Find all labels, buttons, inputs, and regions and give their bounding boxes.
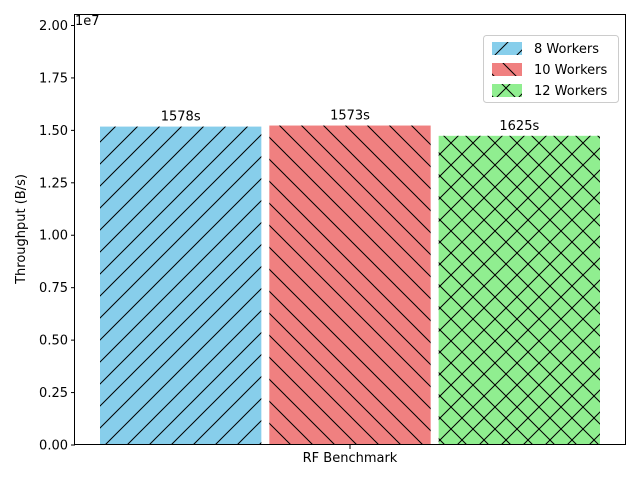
y-tick-label: 1.25: [39, 176, 68, 191]
bar-hatch-10-workers: [269, 125, 431, 445]
y-tick-label: 0.50: [39, 334, 68, 349]
legend-label-10-workers: 10 Workers: [534, 63, 607, 78]
legend-swatch-hatch-10-workers: [492, 63, 522, 76]
y-axis-label: Throughput (B/s): [14, 174, 29, 285]
plot-frame: [74, 14, 626, 445]
y-tick-label: 0.75: [39, 281, 68, 296]
legend-label-12-workers: 12 Workers: [534, 84, 607, 99]
bar-value-label: 1625s: [499, 119, 539, 134]
y-tick-label: 0.00: [39, 439, 68, 454]
bar-value-label: 1573s: [330, 109, 370, 124]
bar-hatch-8-workers: [100, 126, 262, 445]
y-tick-label: 1.00: [39, 229, 68, 244]
legend-swatch-hatch-12-workers: [492, 84, 522, 97]
bar-labels-layer: 1578s 1573s 1625s: [161, 109, 540, 134]
legend-label-8-workers: 8 Workers: [534, 42, 599, 57]
bars-layer: [100, 125, 600, 445]
y-tick-label: 1.75: [39, 71, 68, 86]
legend-swatch-hatch-8-workers: [492, 42, 522, 55]
legend: 8 Workers 10 Workers 12 Workers: [483, 35, 619, 103]
x-axis-label: RF Benchmark: [303, 451, 398, 466]
y-axis: 0.00 0.25 0.50 0.75 1.00 1.25 1.50 1.75 2.00: [39, 19, 351, 454]
y-offset-label: 1e7: [75, 14, 100, 29]
bar-value-label: 1578s: [161, 110, 201, 125]
y-tick-label: 1.50: [39, 124, 68, 139]
bar-hatch-12-workers: [438, 135, 600, 445]
y-tick-label: 0.25: [39, 386, 68, 401]
y-tick-label: 2.00: [39, 19, 68, 34]
